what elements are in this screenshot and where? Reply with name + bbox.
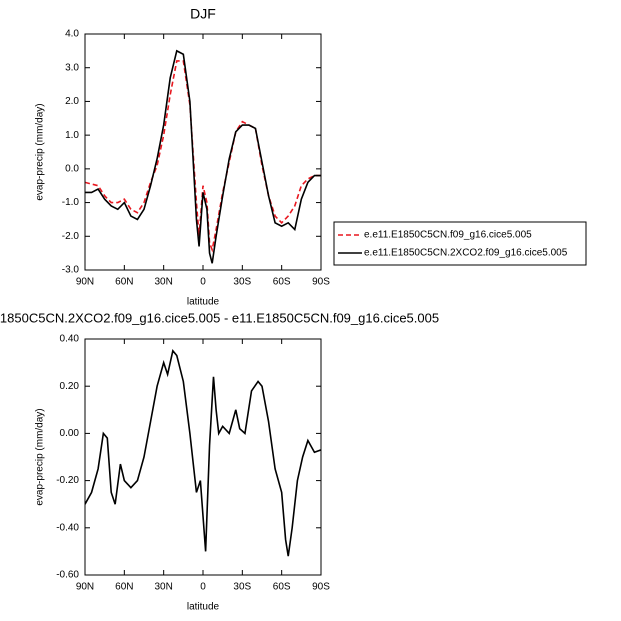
y-tick-label: -0.20	[56, 475, 79, 486]
y-tick-label: 2.0	[65, 96, 79, 107]
x-tick-label: 60N	[115, 582, 133, 593]
y-tick-label: 4.0	[65, 29, 79, 40]
plot-frame	[84, 33, 322, 271]
chart-title: DJF	[190, 6, 216, 22]
data-line	[85, 349, 321, 557]
x-tick-label: 60S	[273, 277, 291, 288]
y-tick-label: -0.60	[56, 570, 79, 581]
x-tick-label: 30N	[154, 582, 172, 593]
y-tick-label: 3.0	[65, 62, 79, 73]
x-tick-label: 30S	[233, 277, 251, 288]
data-line	[85, 60, 321, 253]
x-tick-label: 0	[200, 582, 206, 593]
y-tick-label: -1.0	[62, 197, 80, 208]
y-tick-label: -0.40	[56, 522, 79, 533]
x-tick-label: 90S	[312, 582, 330, 593]
data-line	[85, 49, 321, 264]
y-tick-label: 0.0	[65, 163, 79, 174]
x-axis-label: latitude	[187, 602, 220, 613]
y-tick-label: 0.00	[60, 428, 80, 439]
y-axis-label: evap-precip (mm/day)	[35, 103, 46, 200]
y-tick-label: 0.40	[60, 334, 80, 345]
legend-label: e.e11.E1850C5CN.f09_g16.cice5.005	[364, 230, 532, 241]
y-tick-label: 1.0	[65, 130, 79, 141]
legend-label: e.e11.E1850C5CN.2XCO2.f09_g16.cice5.005	[364, 248, 568, 259]
x-tick-label: 90S	[312, 277, 330, 288]
chart-title: e11.E1850C5CN.2XCO2.f09_g16.cice5.005 - …	[0, 310, 439, 325]
x-tick-label: 30N	[154, 277, 172, 288]
x-tick-label: 60N	[115, 277, 133, 288]
x-axis-label: latitude	[187, 297, 220, 308]
x-tick-label: 60S	[273, 582, 291, 593]
x-tick-label: 0	[200, 277, 206, 288]
x-tick-label: 90N	[76, 582, 94, 593]
y-tick-label: -2.0	[62, 231, 80, 242]
legend-box	[333, 221, 587, 266]
y-tick-label: -3.0	[62, 265, 80, 276]
y-axis-label: evap-precip (mm/day)	[35, 408, 46, 505]
x-tick-label: 90N	[76, 277, 94, 288]
y-tick-label: 0.20	[60, 381, 80, 392]
x-tick-label: 30S	[233, 582, 251, 593]
